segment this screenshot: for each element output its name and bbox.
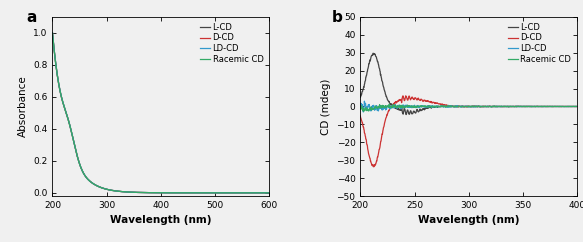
Racemic CD xyxy=(496,105,503,108)
Line: L-CD: L-CD xyxy=(52,33,269,193)
X-axis label: Wavelength (nm): Wavelength (nm) xyxy=(418,215,519,226)
Racemic CD xyxy=(522,105,529,108)
Line: Racemic CD: Racemic CD xyxy=(360,104,577,111)
L-CD xyxy=(198,191,205,194)
LD-CD xyxy=(361,100,368,103)
LD-CD xyxy=(145,191,152,194)
Line: LD-CD: LD-CD xyxy=(52,33,269,193)
Legend: L-CD, D-CD, LD-CD, Racemic CD: L-CD, D-CD, LD-CD, Racemic CD xyxy=(198,21,265,65)
LD-CD xyxy=(218,191,225,194)
Racemic CD xyxy=(136,191,143,194)
L-CD xyxy=(266,191,273,194)
LD-CD xyxy=(198,191,205,194)
LD-CD xyxy=(266,191,273,194)
LD-CD xyxy=(71,144,78,147)
L-CD xyxy=(522,105,529,108)
Line: L-CD: L-CD xyxy=(360,53,577,114)
LD-CD xyxy=(544,105,551,108)
D-CD xyxy=(198,191,205,194)
L-CD xyxy=(483,105,490,108)
Racemic CD xyxy=(49,32,56,35)
Racemic CD xyxy=(71,144,78,147)
D-CD xyxy=(357,114,364,117)
D-CD xyxy=(136,191,143,194)
D-CD xyxy=(483,105,490,108)
D-CD xyxy=(574,105,581,108)
LD-CD xyxy=(489,105,496,108)
D-CD xyxy=(222,191,229,194)
D-CD xyxy=(71,144,78,147)
Y-axis label: Absorbance: Absorbance xyxy=(17,76,27,137)
L-CD xyxy=(544,105,551,108)
Racemic CD xyxy=(357,108,364,111)
L-CD xyxy=(489,105,496,108)
Racemic CD xyxy=(360,110,367,113)
Line: Racemic CD: Racemic CD xyxy=(52,33,269,193)
L-CD xyxy=(370,52,377,55)
Racemic CD xyxy=(266,191,273,194)
Racemic CD xyxy=(145,191,152,194)
Legend: L-CD, D-CD, LD-CD, Racemic CD: L-CD, D-CD, LD-CD, Racemic CD xyxy=(506,21,573,65)
LD-CD xyxy=(357,106,364,108)
D-CD xyxy=(544,105,551,108)
L-CD xyxy=(496,105,503,108)
LD-CD xyxy=(222,191,229,194)
Racemic CD xyxy=(385,103,392,106)
Racemic CD xyxy=(222,191,229,194)
D-CD xyxy=(370,165,377,168)
LD-CD xyxy=(360,111,367,113)
L-CD xyxy=(145,191,152,194)
Racemic CD xyxy=(370,107,377,110)
Racemic CD xyxy=(489,105,496,108)
LD-CD xyxy=(136,191,143,194)
LD-CD xyxy=(483,106,490,108)
L-CD xyxy=(403,113,410,116)
LD-CD xyxy=(522,105,529,108)
L-CD xyxy=(136,191,143,194)
D-CD xyxy=(402,94,409,97)
Racemic CD xyxy=(574,105,581,108)
LD-CD xyxy=(496,105,503,108)
Y-axis label: CD (mdeg): CD (mdeg) xyxy=(321,78,331,135)
Line: D-CD: D-CD xyxy=(52,33,269,193)
L-CD xyxy=(357,96,364,98)
L-CD xyxy=(218,191,225,194)
D-CD xyxy=(522,105,529,108)
L-CD xyxy=(49,31,56,34)
L-CD xyxy=(370,52,377,55)
LD-CD xyxy=(371,108,378,111)
D-CD xyxy=(145,191,152,194)
D-CD xyxy=(49,32,56,35)
D-CD xyxy=(266,191,273,194)
Racemic CD xyxy=(544,105,551,108)
Line: LD-CD: LD-CD xyxy=(360,101,577,112)
D-CD xyxy=(496,105,503,108)
D-CD xyxy=(489,105,496,108)
Text: b: b xyxy=(332,10,343,25)
LD-CD xyxy=(49,31,56,34)
Racemic CD xyxy=(483,105,490,108)
X-axis label: Wavelength (nm): Wavelength (nm) xyxy=(110,215,212,226)
LD-CD xyxy=(574,105,581,108)
Text: a: a xyxy=(26,10,37,25)
L-CD xyxy=(222,191,229,194)
L-CD xyxy=(574,105,581,108)
Racemic CD xyxy=(218,191,225,194)
L-CD xyxy=(71,144,78,147)
D-CD xyxy=(218,191,225,194)
Racemic CD xyxy=(198,191,205,194)
Line: D-CD: D-CD xyxy=(360,96,577,167)
D-CD xyxy=(370,165,377,168)
